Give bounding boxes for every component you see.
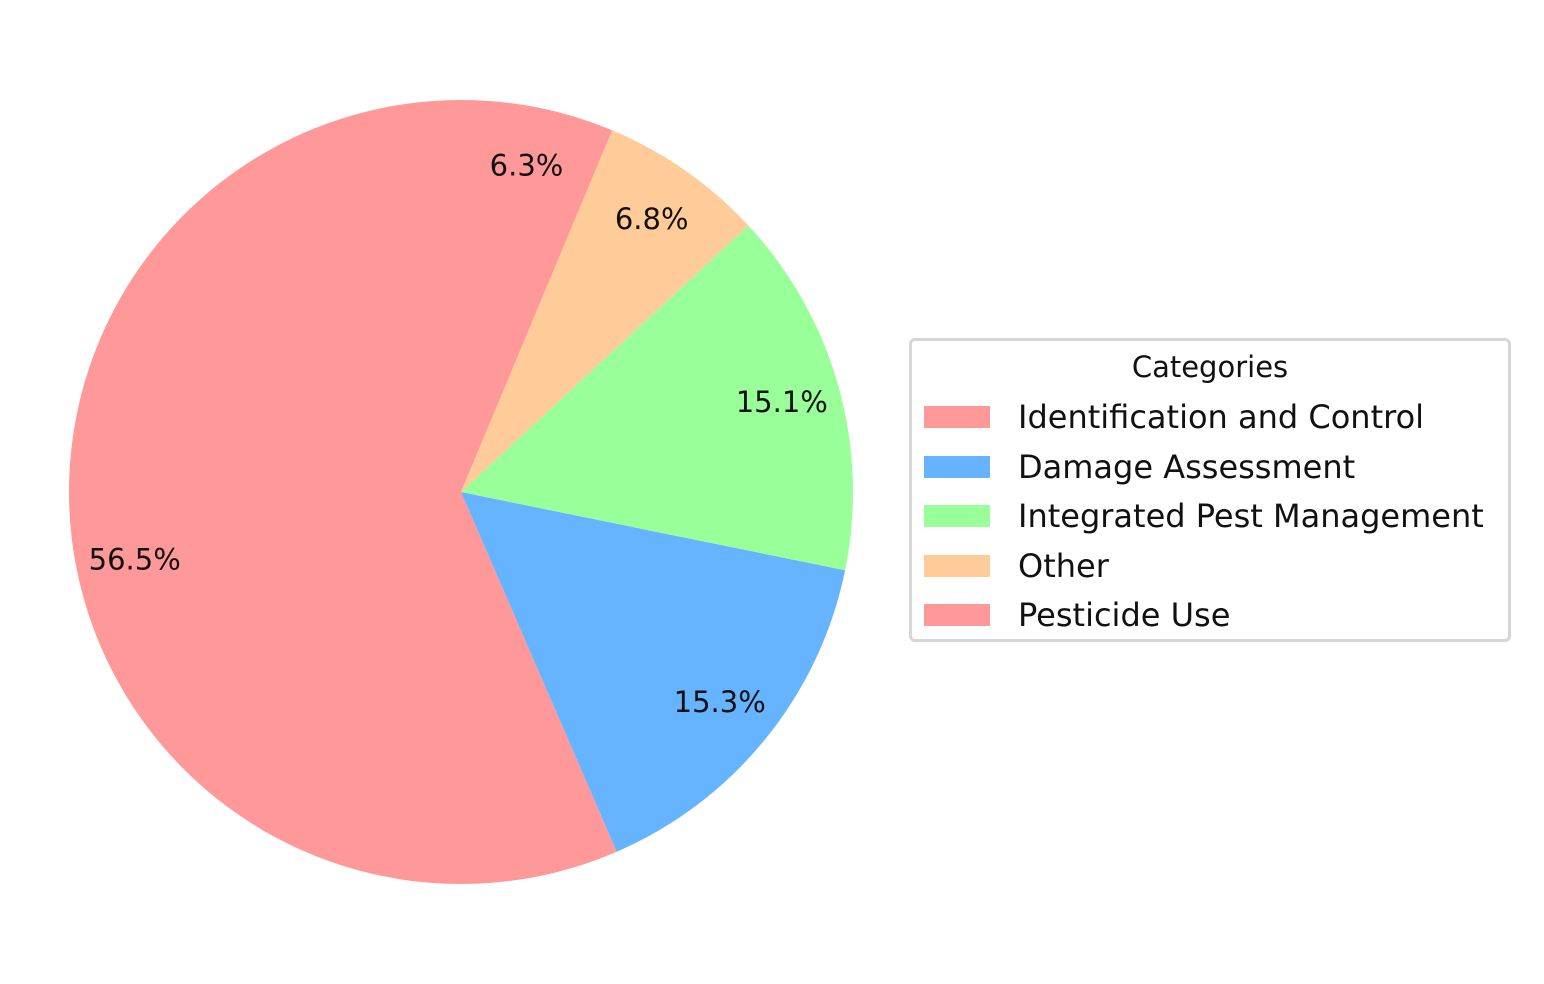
legend-swatch [924, 604, 990, 627]
pie-slice-integrated-pest-management [461, 225, 853, 571]
legend-swatch [924, 505, 990, 528]
pie-slice-identification-and-control [68, 100, 617, 885]
legend-title: Categories [1131, 350, 1289, 384]
pie-value-label: 6.8% [615, 202, 689, 236]
pie-value-label: 15.3% [674, 685, 766, 719]
pie-value-label: 15.1% [736, 385, 828, 419]
pie-value-label: 6.3% [490, 148, 564, 182]
legend-swatch [924, 406, 990, 428]
legend-label: Identification and Control [1018, 398, 1425, 436]
pie-value-label: 56.5% [89, 543, 181, 577]
legend-label: Other [1018, 546, 1109, 585]
legend-swatch [924, 554, 990, 577]
legend-item: Damage Assessment [924, 448, 1355, 486]
legend-label: Pesticide Use [1018, 596, 1231, 635]
legend-label: Integrated Pest Management [1018, 497, 1484, 536]
pie-slice-damage-assessment [461, 492, 846, 852]
legend-label: Damage Assessment [1018, 447, 1356, 486]
legend-item: Identification and Control [924, 398, 1424, 436]
legend-item: Pesticide Use [924, 596, 1230, 634]
legend: Categories Identification and Control Dam… [909, 338, 1511, 642]
legend-swatch [924, 455, 990, 478]
pie-slice-pesticide-use [461, 100, 613, 492]
legend-item: Integrated Pest Management [924, 497, 1484, 535]
legend-item: Other [924, 547, 1109, 585]
pie-slice-other [461, 130, 749, 492]
